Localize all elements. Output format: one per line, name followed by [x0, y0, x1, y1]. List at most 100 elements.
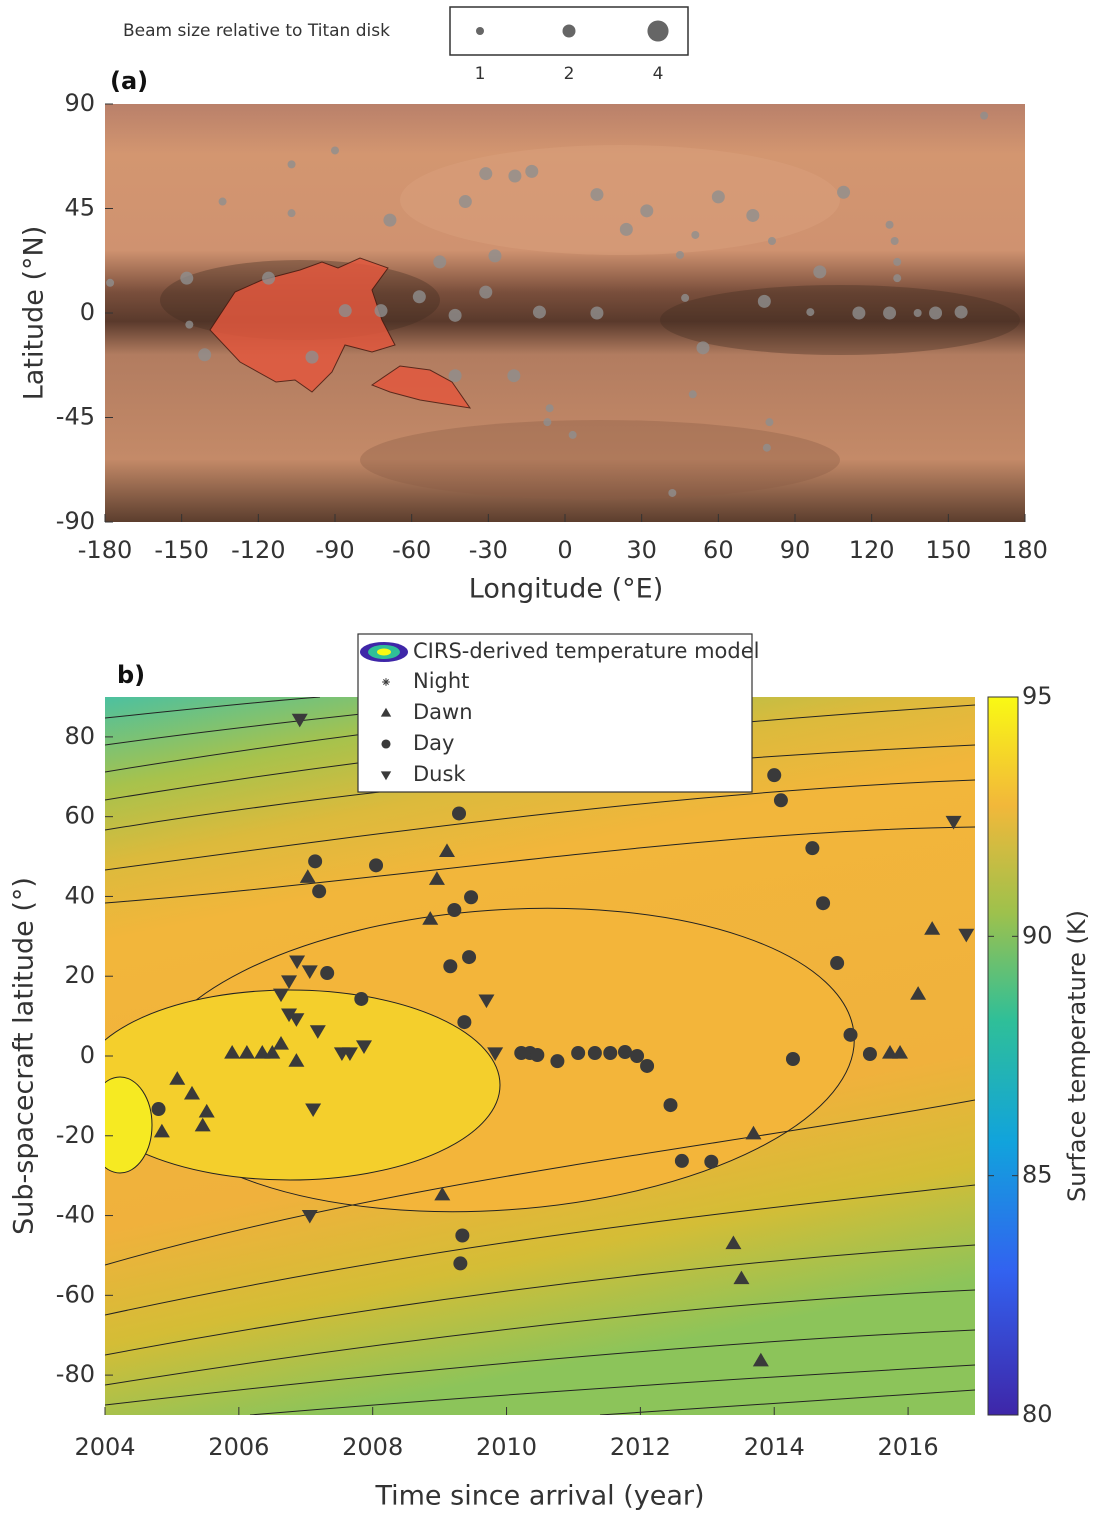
point — [704, 1154, 719, 1169]
y-tick-label: -20 — [56, 1121, 95, 1149]
beam-point — [374, 304, 388, 318]
beam-point — [218, 197, 227, 206]
point — [478, 994, 495, 1009]
y-tick-label: 20 — [64, 961, 95, 989]
panel-title: b) — [117, 661, 145, 689]
point — [273, 988, 290, 1003]
x-tick-label: -90 — [315, 536, 354, 564]
beam-point — [837, 185, 851, 199]
point — [830, 956, 845, 971]
point — [733, 1270, 750, 1285]
point — [422, 911, 439, 925]
beam-point — [768, 237, 776, 246]
point — [882, 1045, 899, 1059]
point — [320, 966, 335, 981]
point — [773, 793, 788, 808]
beam-point — [412, 290, 426, 304]
point — [281, 975, 298, 990]
point — [281, 1008, 298, 1023]
x-tick-label: 2004 — [74, 1433, 135, 1461]
point — [355, 1040, 372, 1055]
point — [663, 1098, 678, 1113]
size-legend-marker — [476, 27, 484, 35]
beam-point — [507, 369, 521, 383]
beam-point — [619, 222, 633, 236]
point — [291, 713, 308, 728]
y-tick-label: -90 — [56, 507, 95, 535]
legend-label: Day — [413, 731, 454, 755]
colorbar-tick-label: 90 — [1022, 921, 1053, 949]
colorbar-label: Surface temperature (K) — [1063, 910, 1091, 1202]
legend-marker — [380, 771, 392, 781]
beam-point — [806, 308, 815, 317]
point — [464, 890, 479, 905]
legend-label: Dusk — [413, 762, 466, 786]
size-legend-label: 2 — [564, 64, 575, 84]
point — [452, 806, 467, 821]
point — [862, 1047, 877, 1062]
y-tick-label: 80 — [64, 722, 95, 750]
map-background — [105, 104, 1025, 522]
x-tick-label: 2008 — [342, 1433, 403, 1461]
colorbar-tick-label: 80 — [1022, 1400, 1053, 1428]
beam-point — [762, 443, 771, 452]
point — [309, 1025, 326, 1039]
colorbar-tick-label: 85 — [1022, 1161, 1053, 1189]
point — [438, 843, 455, 857]
beam-point — [287, 160, 296, 169]
legend-marker — [382, 678, 390, 686]
x-tick-label: 30 — [626, 536, 657, 564]
beam-point — [913, 309, 922, 317]
point — [198, 1103, 215, 1118]
x-tick-label: -150 — [154, 536, 208, 564]
point — [169, 1071, 186, 1085]
point — [434, 1186, 451, 1201]
size-legend-marker — [562, 24, 576, 38]
beam-point — [568, 430, 577, 439]
beam-point — [885, 220, 894, 229]
point — [151, 1102, 166, 1117]
beam-point — [448, 369, 462, 383]
beam-point — [180, 271, 194, 285]
beam-point — [287, 209, 296, 218]
x-tick-label: 2006 — [208, 1433, 269, 1461]
beam-point — [383, 213, 397, 227]
x-axis-label: Time since arrival (year) — [374, 1481, 704, 1512]
point — [184, 1085, 200, 1100]
beam-point — [543, 418, 552, 427]
beam-point — [262, 271, 276, 285]
beam-point — [458, 195, 472, 209]
point — [369, 858, 384, 873]
x-tick-label: -180 — [78, 536, 132, 564]
legend-label: Night — [413, 669, 469, 693]
point — [273, 1036, 290, 1050]
point — [674, 1153, 689, 1168]
beam-point — [488, 249, 502, 263]
beam-point — [746, 208, 760, 222]
point — [308, 854, 323, 869]
beam-point — [185, 320, 194, 329]
point — [924, 921, 941, 935]
x-tick-label: 120 — [849, 536, 895, 564]
point — [530, 1048, 545, 1063]
beam-point — [433, 255, 447, 269]
y-tick-label: 60 — [64, 802, 95, 830]
x-tick-label: 180 — [1002, 536, 1048, 564]
beam-point — [681, 293, 690, 302]
y-axis-label: Latitude (°N) — [19, 226, 50, 400]
point — [640, 1058, 655, 1073]
beam-point — [813, 265, 827, 279]
point — [443, 959, 458, 974]
beam-point — [479, 285, 493, 299]
point — [254, 1045, 271, 1059]
x-tick-label: 2010 — [476, 1433, 537, 1461]
point — [805, 841, 820, 856]
point — [550, 1054, 565, 1069]
beam-point — [331, 146, 339, 155]
beam-point — [448, 308, 462, 322]
beam-point — [980, 111, 989, 120]
y-tick-label: -80 — [56, 1360, 95, 1388]
x-tick-label: 150 — [925, 536, 971, 564]
model-legend-icon — [360, 642, 408, 662]
